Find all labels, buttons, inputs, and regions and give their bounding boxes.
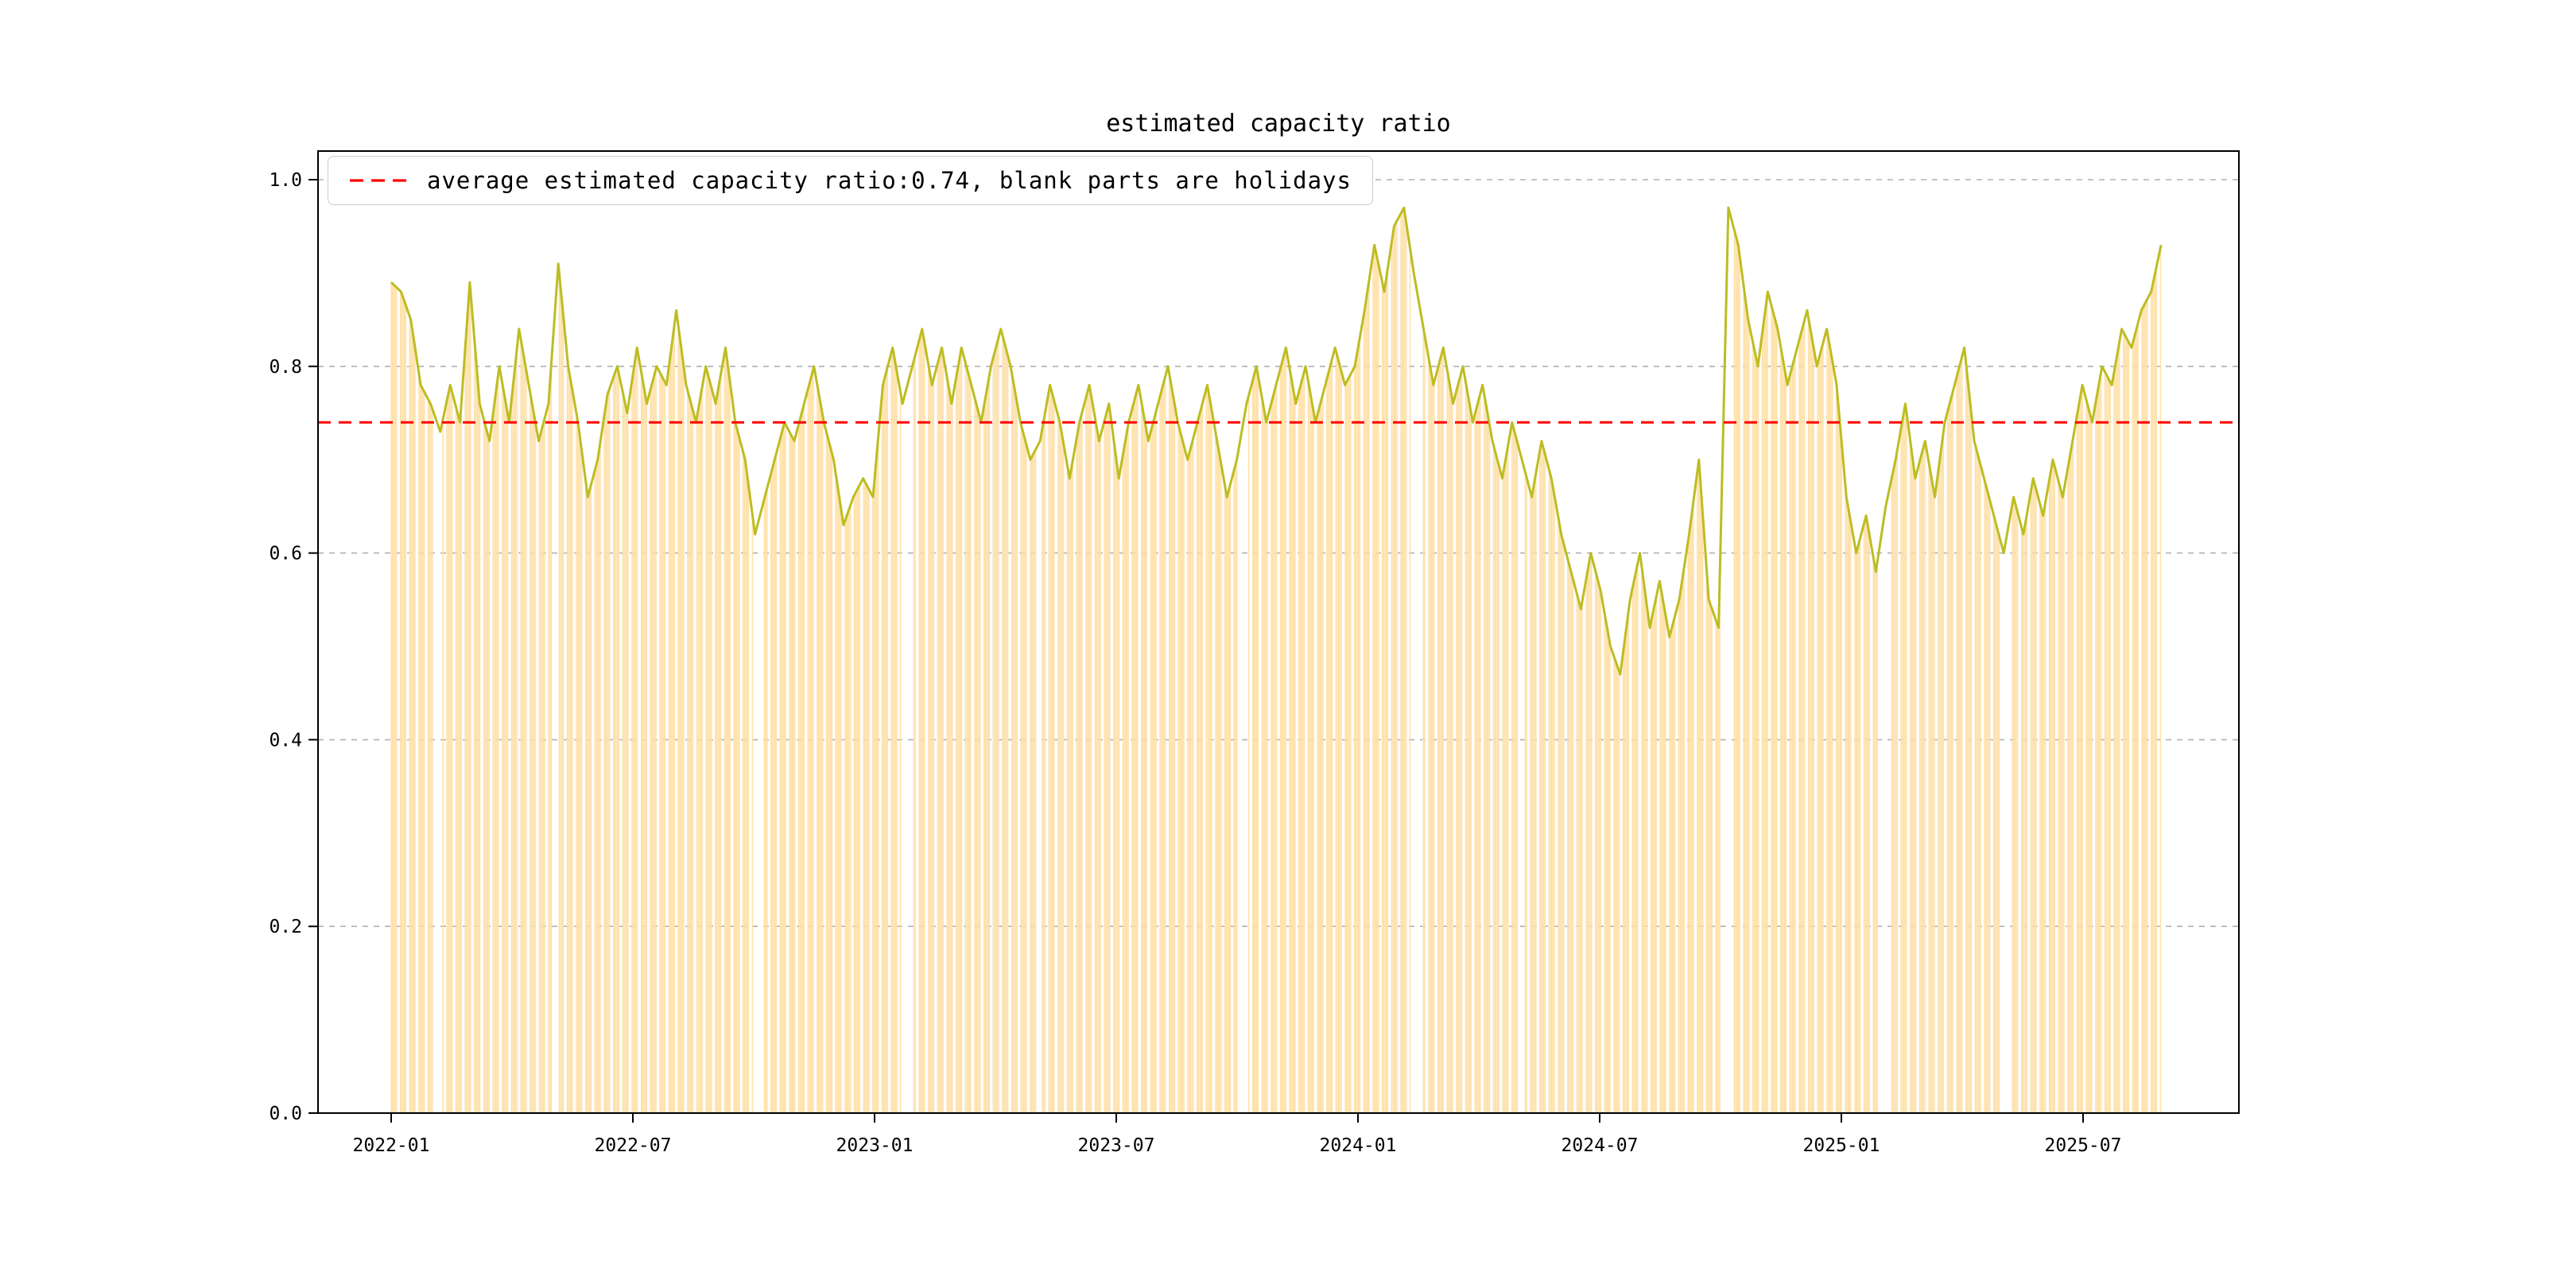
chart-title: estimated capacity ratio xyxy=(1106,110,1451,138)
svg-text:0.8: 0.8 xyxy=(269,357,302,378)
svg-text:1.0: 1.0 xyxy=(269,170,302,191)
svg-text:2025-01: 2025-01 xyxy=(1803,1135,1880,1156)
legend: average estimated capacity ratio:0.74, b… xyxy=(328,156,1373,205)
legend-label: average estimated capacity ratio:0.74, b… xyxy=(427,167,1352,194)
x-axis-ticks: 2022-01 2022-07 2023-01 2023-07 2024-01 2024-… xyxy=(353,1113,2122,1156)
y-gridlines xyxy=(318,179,2239,927)
svg-text:0.4: 0.4 xyxy=(269,730,302,751)
svg-text:2025-07: 2025-07 xyxy=(2045,1135,2122,1156)
y-axis-ticks: 0.0 0.2 0.4 0.6 0.8 1.0 xyxy=(269,170,318,1124)
svg-text:2023-07: 2023-07 xyxy=(1078,1135,1155,1156)
svg-text:0.0: 0.0 xyxy=(269,1104,302,1124)
red-dashed-line-icon xyxy=(350,179,407,182)
plot-border xyxy=(317,150,2240,1114)
svg-text:2024-01: 2024-01 xyxy=(1320,1135,1397,1156)
svg-text:2022-01: 2022-01 xyxy=(353,1135,430,1156)
svg-text:0.2: 0.2 xyxy=(269,917,302,937)
capacity-line xyxy=(390,206,2163,676)
capacity-bars xyxy=(390,208,2162,1114)
svg-text:2023-01: 2023-01 xyxy=(836,1135,914,1156)
svg-text:2022-07: 2022-07 xyxy=(595,1135,672,1156)
svg-text:2024-07: 2024-07 xyxy=(1562,1135,1639,1156)
svg-text:0.6: 0.6 xyxy=(269,544,302,564)
